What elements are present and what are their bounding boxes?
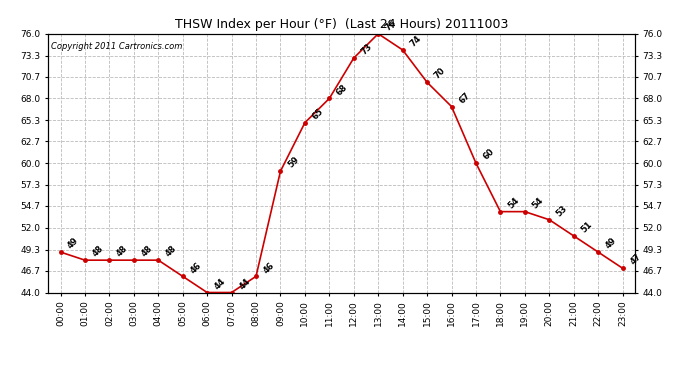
Text: 67: 67 — [457, 90, 472, 105]
Text: 44: 44 — [237, 276, 252, 291]
Text: 76: 76 — [384, 18, 398, 32]
Text: 73: 73 — [359, 42, 374, 57]
Title: THSW Index per Hour (°F)  (Last 24 Hours) 20111003: THSW Index per Hour (°F) (Last 24 Hours)… — [175, 18, 509, 31]
Text: 59: 59 — [286, 155, 301, 170]
Text: 51: 51 — [580, 220, 594, 234]
Text: 49: 49 — [604, 236, 618, 250]
Text: 68: 68 — [335, 82, 349, 97]
Text: 65: 65 — [310, 106, 325, 121]
Text: Copyright 2011 Cartronics.com: Copyright 2011 Cartronics.com — [51, 42, 183, 51]
Text: 53: 53 — [555, 204, 569, 218]
Text: 70: 70 — [433, 66, 447, 81]
Text: 60: 60 — [482, 147, 496, 162]
Text: 54: 54 — [506, 196, 521, 210]
Text: 48: 48 — [115, 244, 130, 259]
Text: 49: 49 — [66, 236, 81, 250]
Text: 74: 74 — [408, 34, 423, 48]
Text: 47: 47 — [628, 252, 642, 267]
Text: 44: 44 — [213, 276, 228, 291]
Text: 46: 46 — [188, 260, 203, 275]
Text: 46: 46 — [262, 260, 276, 275]
Text: 48: 48 — [139, 244, 154, 259]
Text: 48: 48 — [90, 244, 105, 259]
Text: 48: 48 — [164, 244, 179, 259]
Text: 54: 54 — [531, 196, 545, 210]
